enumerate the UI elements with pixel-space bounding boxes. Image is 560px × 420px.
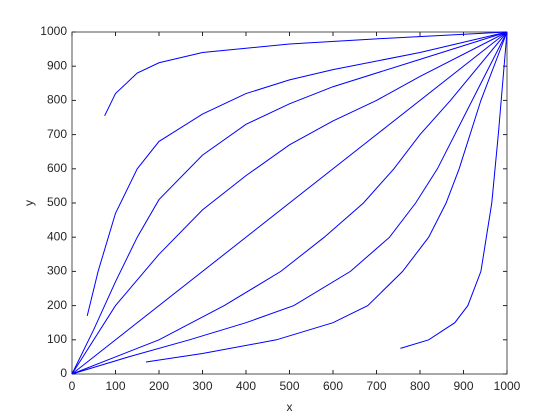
y-axis-label: y bbox=[22, 200, 36, 206]
streamline bbox=[71, 31, 508, 375]
streamline bbox=[71, 31, 508, 375]
y-tick-label: 200 bbox=[47, 298, 67, 312]
y-tick-label: 0 bbox=[60, 366, 67, 380]
y-tick-label: 900 bbox=[47, 58, 67, 72]
y-tick-label: 800 bbox=[47, 93, 67, 107]
y-tick-label: 600 bbox=[47, 161, 67, 175]
streamline bbox=[104, 31, 508, 117]
x-tick-label: 100 bbox=[105, 379, 125, 393]
streamline bbox=[400, 31, 508, 349]
streamline bbox=[71, 31, 508, 375]
x-tick-label: 200 bbox=[149, 379, 169, 393]
streamline bbox=[145, 31, 508, 363]
x-tick-label: 400 bbox=[236, 379, 256, 393]
y-tick-label: 300 bbox=[47, 264, 67, 278]
x-tick-label: 700 bbox=[366, 379, 386, 393]
x-tick-label: 1000 bbox=[494, 379, 521, 393]
y-tick-label: 1000 bbox=[40, 24, 67, 38]
x-tick-label: 300 bbox=[192, 379, 212, 393]
x-tick-label: 0 bbox=[69, 379, 76, 393]
x-tick-label: 500 bbox=[279, 379, 299, 393]
x-tick-label: 900 bbox=[453, 379, 473, 393]
y-tick-label: 400 bbox=[47, 229, 67, 243]
y-tick-label: 700 bbox=[47, 127, 67, 141]
streamline bbox=[86, 31, 508, 316]
y-tick-label: 500 bbox=[47, 195, 67, 209]
x-tick-label: 600 bbox=[323, 379, 343, 393]
streamline bbox=[71, 31, 508, 375]
y-tick-label: 100 bbox=[47, 332, 67, 346]
streamline bbox=[71, 31, 508, 375]
x-axis-label: x bbox=[287, 400, 293, 414]
x-tick-label: 800 bbox=[410, 379, 430, 393]
